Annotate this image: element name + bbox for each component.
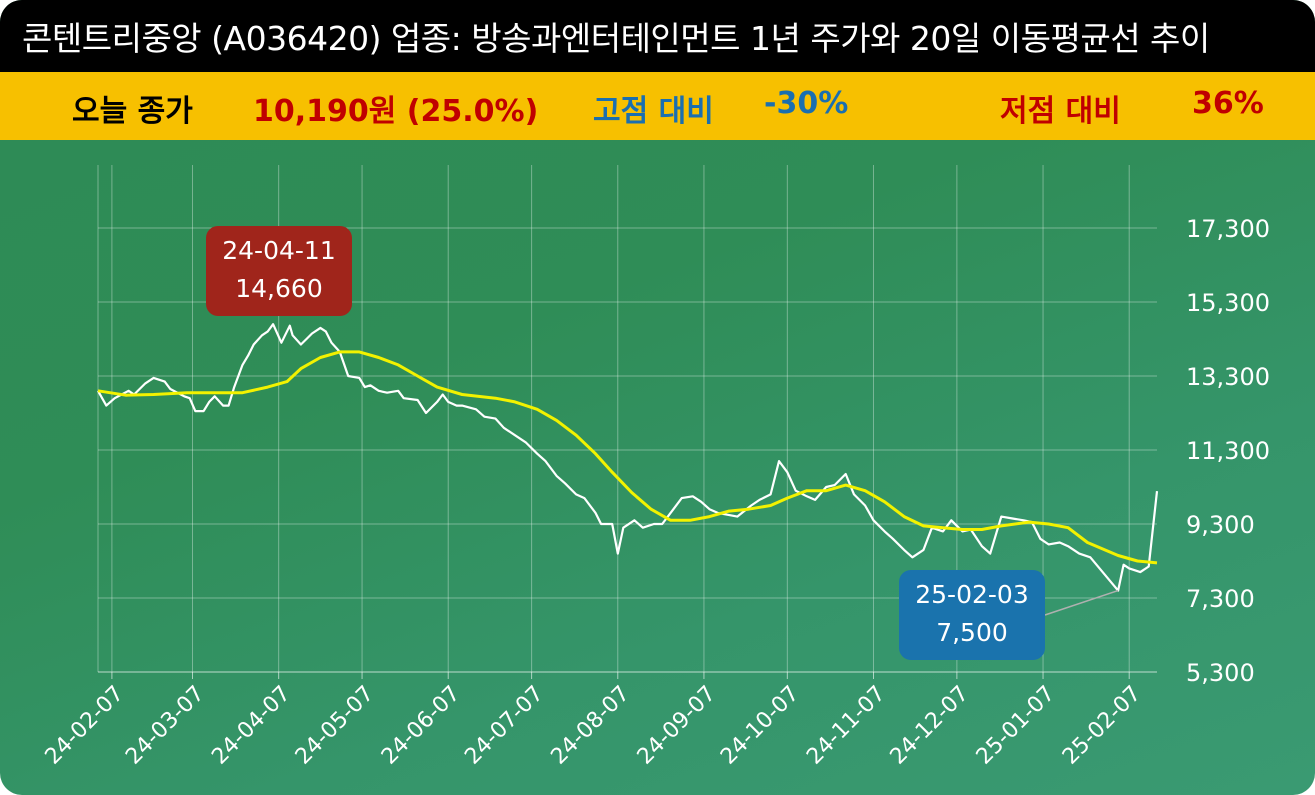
low-callout-value: 7,500 bbox=[936, 618, 1008, 647]
x-tick-label: 24-11-07 bbox=[802, 681, 890, 769]
page-title: 콘텐트리중앙 (A036420) 업종: 방송과엔터테인먼트 1년 주가와 20… bbox=[22, 19, 1210, 58]
x-tick-label: 24-12-07 bbox=[886, 681, 974, 769]
summary-bar: 오늘 종가 10,190원 (25.0%) 고점 대비 -30% 저점 대비 3… bbox=[0, 72, 1315, 140]
y-tick-label: 9,300 bbox=[1186, 511, 1255, 539]
x-tick-label: 24-04-07 bbox=[207, 681, 295, 769]
title-bar: 콘텐트리중앙 (A036420) 업종: 방송과엔터테인먼트 1년 주가와 20… bbox=[0, 0, 1315, 72]
x-tick-label: 24-06-07 bbox=[377, 681, 465, 769]
x-tick-label: 24-05-07 bbox=[291, 681, 379, 769]
y-tick-label: 11,300 bbox=[1186, 437, 1270, 465]
y-tick-label: 15,300 bbox=[1186, 289, 1270, 317]
x-tick-label: 24-09-07 bbox=[633, 681, 721, 769]
x-axis: 24-02-0724-03-0724-04-0724-05-0724-06-07… bbox=[41, 681, 1147, 769]
y-axis: 5,300 7,300 9,300 11,300 13,300 15,300 17,300 bbox=[1186, 215, 1270, 687]
series-group bbox=[97, 323, 1159, 592]
y-tick-label: 5,300 bbox=[1186, 659, 1255, 687]
vs-low-value: 36% bbox=[1192, 86, 1264, 121]
price-line bbox=[97, 323, 1159, 592]
today-close-value: 10,190원 (25.0%) bbox=[253, 94, 539, 129]
vs-high-value: -30% bbox=[764, 86, 849, 121]
price-chart: 5,3007,3009,30011,30013,30015,30017,300 … bbox=[41, 165, 1270, 770]
moving-average-line bbox=[97, 350, 1158, 565]
x-tick-label: 25-01-07 bbox=[972, 681, 1060, 769]
high-callout-value: 14,660 bbox=[235, 274, 323, 303]
x-tick-label: 24-02-07 bbox=[41, 681, 129, 769]
today-close-label: 오늘 종가 bbox=[72, 94, 193, 129]
x-tick-label: 24-10-07 bbox=[716, 681, 804, 769]
x-tick-label: 24-03-07 bbox=[121, 681, 209, 769]
vs-low-label: 저점 대비 bbox=[1000, 94, 1121, 129]
x-tick-label: 24-07-07 bbox=[460, 681, 548, 769]
y-tick-label: 13,300 bbox=[1186, 363, 1270, 391]
low-callout: 25-02-03 7,500 bbox=[899, 570, 1045, 660]
high-callout-date: 24-04-11 bbox=[222, 236, 336, 265]
low-callout-date: 25-02-03 bbox=[915, 580, 1029, 609]
y-tick-label: 7,300 bbox=[1186, 585, 1255, 613]
x-tick-label: 25-02-07 bbox=[1058, 681, 1146, 769]
low-callout-leader bbox=[1044, 589, 1119, 616]
high-callout: 24-04-11 14,660 bbox=[206, 226, 352, 316]
y-tick-label: 17,300 bbox=[1186, 215, 1270, 243]
vs-high-label: 고점 대비 bbox=[593, 94, 714, 129]
x-tick-label: 24-08-07 bbox=[546, 681, 634, 769]
